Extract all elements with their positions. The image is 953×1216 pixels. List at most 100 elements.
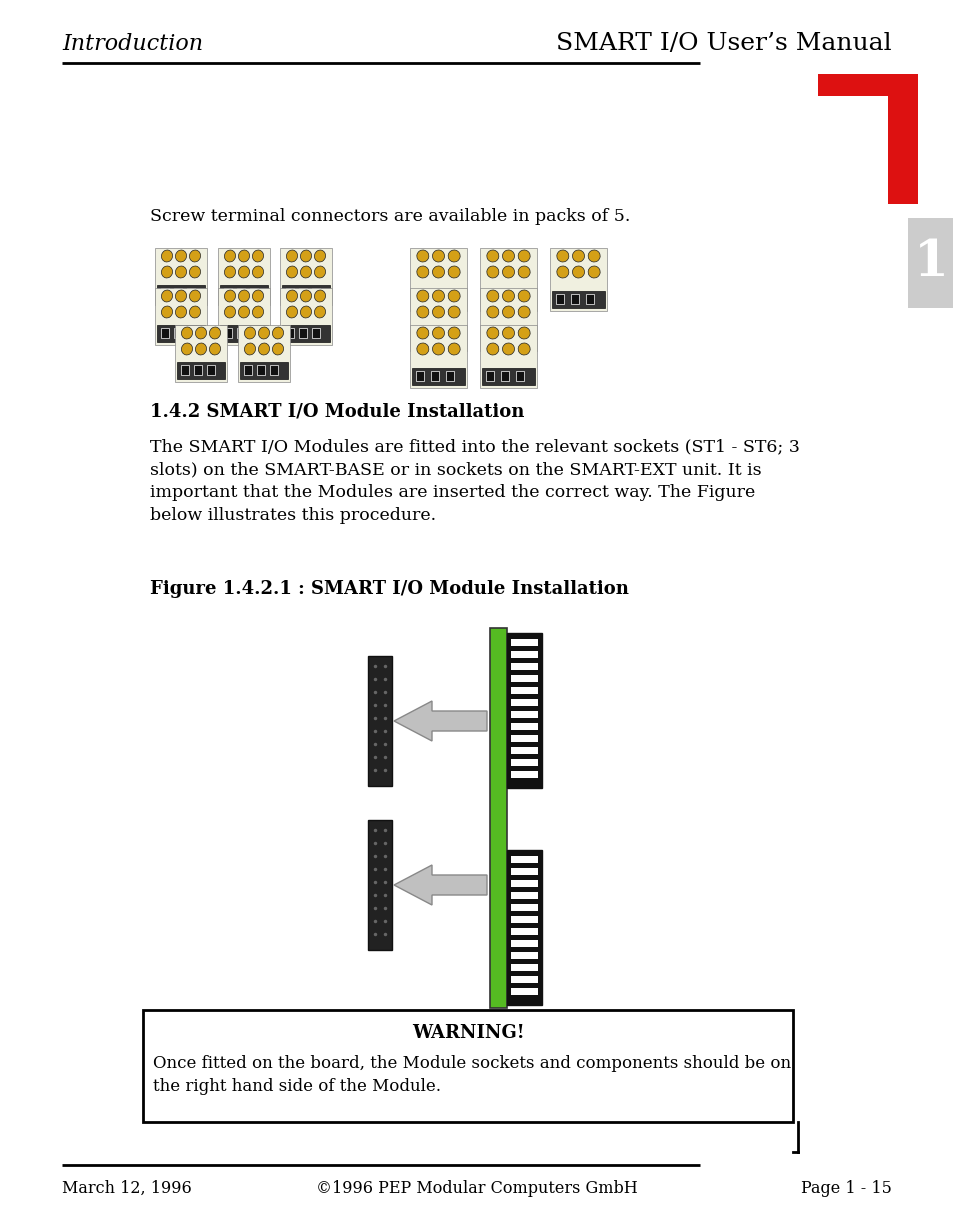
Text: 1: 1 [913,238,947,287]
Text: the right hand side of the Module.: the right hand side of the Module. [152,1079,440,1094]
Bar [280,248,332,305]
Bar [446,294,454,304]
Ellipse shape [253,266,263,278]
Ellipse shape [314,306,325,317]
Text: important that the Modules are inserted the correct way. The Figure: important that the Modules are inserted … [150,484,755,501]
Bar [485,294,494,304]
Bar [550,248,606,311]
Bar [511,928,537,935]
Ellipse shape [314,291,325,302]
Bar [240,362,288,379]
Bar [298,288,307,298]
Bar [516,371,523,381]
Ellipse shape [448,343,459,355]
Bar [511,687,537,694]
Bar [280,288,332,345]
Ellipse shape [253,291,263,302]
Ellipse shape [300,266,312,278]
Ellipse shape [286,266,297,278]
Bar [511,856,537,863]
Ellipse shape [502,250,514,261]
Bar [511,638,537,646]
Bar [511,711,537,717]
Bar [282,325,330,342]
Bar [282,285,330,302]
Ellipse shape [486,306,498,319]
Bar [368,655,392,786]
Ellipse shape [195,343,206,355]
Ellipse shape [486,266,498,278]
Ellipse shape [416,306,429,319]
Bar [244,365,252,375]
Bar [511,771,537,778]
Bar [511,976,537,983]
Ellipse shape [448,250,459,261]
Ellipse shape [161,250,172,261]
Ellipse shape [300,291,312,302]
Text: ©1996 PEP Modular Computers GmbH: ©1996 PEP Modular Computers GmbH [315,1180,638,1197]
Ellipse shape [210,327,220,339]
Bar [481,331,535,348]
Ellipse shape [448,289,459,302]
Bar [511,893,537,899]
Bar [511,675,537,682]
Bar [218,288,270,345]
Text: Page 1 - 15: Page 1 - 15 [801,1180,891,1197]
Ellipse shape [175,306,187,317]
Ellipse shape [181,327,193,339]
Ellipse shape [210,343,220,355]
Bar [161,328,169,338]
Bar [236,288,245,298]
Ellipse shape [502,289,514,302]
Bar [511,952,537,959]
Bar [207,365,214,375]
Ellipse shape [432,306,444,319]
Bar [479,325,537,388]
Ellipse shape [486,289,498,302]
Bar [312,328,319,338]
Ellipse shape [244,327,255,339]
Bar [154,248,207,305]
Ellipse shape [161,306,172,317]
Ellipse shape [432,327,444,339]
Ellipse shape [244,343,255,355]
Bar [446,334,454,344]
Ellipse shape [557,266,568,278]
Bar [481,291,535,308]
Bar [431,371,438,381]
Ellipse shape [190,306,200,317]
Text: March 12, 1996: March 12, 1996 [62,1180,192,1197]
Ellipse shape [286,291,297,302]
Bar [220,285,268,302]
Ellipse shape [572,250,584,261]
Bar [237,325,290,382]
Bar [500,334,509,344]
Ellipse shape [238,266,250,278]
Bar [485,371,494,381]
Bar [154,288,207,345]
Bar [181,365,189,375]
Bar [511,880,537,886]
Ellipse shape [432,266,444,278]
Ellipse shape [195,327,206,339]
Ellipse shape [517,327,530,339]
Ellipse shape [314,250,325,261]
Text: 1.4.2 SMART I/O Module Installation: 1.4.2 SMART I/O Module Installation [150,402,524,421]
Bar [143,1010,792,1122]
Bar [410,288,467,351]
Bar [250,288,257,298]
Bar [174,325,227,382]
Bar [412,368,464,385]
Ellipse shape [258,327,270,339]
Bar [218,248,270,305]
Ellipse shape [517,306,530,319]
Ellipse shape [224,291,235,302]
Ellipse shape [300,250,312,261]
Text: SMART I/O User’s Manual: SMART I/O User’s Manual [556,33,891,56]
Ellipse shape [588,266,599,278]
Text: Screw terminal connectors are available in packs of 5.: Screw terminal connectors are available … [150,208,630,225]
Bar [511,940,537,947]
Bar [446,371,454,381]
Bar [431,294,438,304]
Bar [312,288,319,298]
